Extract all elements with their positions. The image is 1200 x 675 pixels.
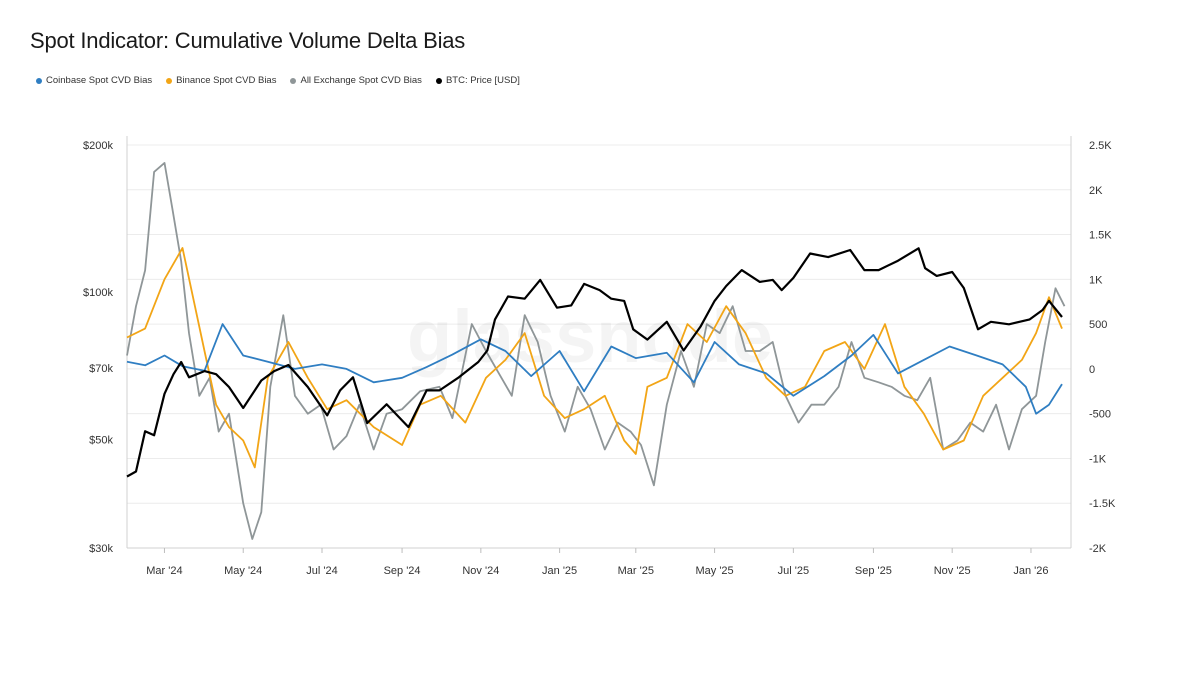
x-tick-label: Jan '25 — [542, 565, 577, 577]
right-tick-label: -2K — [1089, 543, 1107, 555]
right-tick-label: 500 — [1089, 319, 1107, 331]
legend-label-coinbase: Coinbase Spot CVD Bias — [46, 75, 153, 86]
x-tick-label: Nov '25 — [934, 565, 971, 577]
x-tick-label: May '25 — [695, 565, 733, 577]
legend-dot-coinbase — [36, 77, 42, 84]
axes — [126, 136, 1072, 549]
x-tick-label: Mar '25 — [618, 565, 654, 577]
right-tick-label: 0 — [1089, 364, 1095, 376]
series-line-all-exchange-spot-cvd-bias — [126, 161, 1066, 540]
legend-item-all-exchange[interactable]: All Exchange Spot CVD Bias — [290, 75, 422, 86]
x-tick-label: Jul '24 — [306, 565, 337, 577]
watermark: glassnode — [407, 295, 773, 378]
right-tick-label: -500 — [1089, 409, 1111, 421]
legend-item-btc-price[interactable]: BTC: Price [USD] — [435, 75, 520, 86]
series-line-coinbase-spot-cvd-bias — [126, 323, 1063, 415]
right-tick-label: 1.5K — [1089, 230, 1112, 242]
x-tick-label: May '24 — [224, 565, 262, 577]
legend-dot-binance — [166, 77, 173, 84]
legend-item-coinbase[interactable]: Coinbase Spot CVD Bias — [36, 75, 152, 86]
right-tick-label: 1K — [1089, 274, 1103, 286]
x-axis-ticks: Mar '24 May '24 Jul '24 Sep '24 Nov '24 Jan '… — [146, 548, 1049, 577]
right-tick-label: -1K — [1089, 453, 1107, 465]
series-line-btc-price-usd — [126, 247, 1063, 478]
legend-label-all-exchange: All Exchange Spot CVD Bias — [300, 75, 422, 86]
legend-dot-btc-price — [435, 77, 442, 84]
right-tick-label: 2K — [1089, 185, 1103, 197]
legend-dot-all-exchange — [290, 77, 297, 84]
right-tick-label: 2.5K — [1089, 140, 1112, 152]
left-tick-label: $100k — [83, 287, 113, 299]
x-tick-label: Mar '24 — [146, 565, 182, 577]
x-tick-label: Nov '24 — [462, 565, 499, 577]
x-tick-label: Sep '25 — [855, 565, 892, 577]
left-tick-label: $200k — [83, 140, 113, 152]
chart-legend: Coinbase Spot CVD Bias Binance Spot CVD … — [36, 75, 520, 86]
chart-title: Spot Indicator: Cumulative Volume Delta … — [30, 28, 466, 53]
legend-item-binance[interactable]: Binance Spot CVD Bias — [166, 75, 276, 86]
legend-label-binance: Binance Spot CVD Bias — [176, 75, 277, 86]
x-tick-label: Jan '26 — [1013, 565, 1048, 577]
right-tick-label: -1.5K — [1089, 498, 1116, 510]
x-tick-label: Sep '24 — [384, 565, 421, 577]
series-lines — [126, 161, 1066, 540]
grid-lines — [127, 144, 1071, 549]
right-axis-ticks: -2K -1.5K -1K -500 0 500 1K 1.5K 2K 2.5K — [1089, 140, 1116, 555]
left-tick-label: $30k — [89, 543, 113, 555]
left-tick-label: $70k — [89, 363, 113, 375]
left-axis-ticks: $30k $50k $70k $100k $200k — [83, 140, 113, 555]
x-tick-label: Jul '25 — [778, 565, 809, 577]
series-line-binance-spot-cvd-bias — [126, 247, 1063, 469]
left-tick-label: $50k — [89, 434, 113, 446]
legend-label-btc-price: BTC: Price [USD] — [445, 75, 520, 86]
